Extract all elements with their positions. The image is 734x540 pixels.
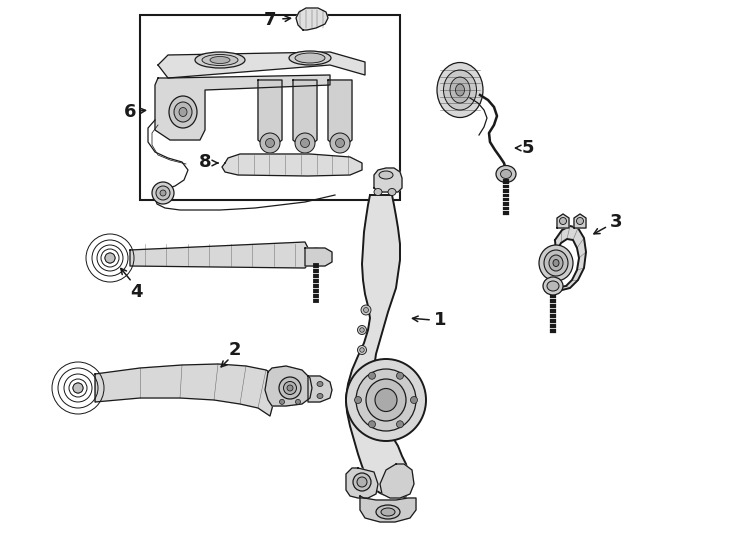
Polygon shape [346, 195, 408, 497]
Text: 5: 5 [522, 139, 534, 157]
Ellipse shape [330, 133, 350, 153]
Ellipse shape [346, 359, 426, 441]
Ellipse shape [152, 182, 174, 204]
Ellipse shape [360, 348, 364, 352]
Polygon shape [222, 154, 362, 176]
Ellipse shape [543, 277, 563, 295]
Ellipse shape [160, 190, 166, 196]
Polygon shape [155, 75, 330, 140]
Ellipse shape [300, 138, 310, 147]
Polygon shape [374, 168, 402, 192]
Polygon shape [258, 80, 282, 150]
Ellipse shape [317, 381, 323, 387]
Ellipse shape [296, 400, 300, 404]
Polygon shape [380, 464, 414, 498]
Ellipse shape [289, 51, 331, 65]
Ellipse shape [375, 388, 397, 411]
Ellipse shape [357, 346, 366, 354]
Ellipse shape [280, 400, 285, 404]
Ellipse shape [553, 260, 559, 267]
Ellipse shape [576, 218, 584, 225]
Polygon shape [95, 364, 280, 416]
Ellipse shape [368, 372, 376, 379]
Ellipse shape [287, 385, 293, 391]
Bar [140, 15, 400, 200]
Ellipse shape [456, 84, 465, 96]
Ellipse shape [437, 63, 483, 118]
Polygon shape [553, 226, 586, 290]
Ellipse shape [313, 254, 319, 260]
Polygon shape [158, 52, 365, 78]
Ellipse shape [357, 477, 367, 487]
Ellipse shape [169, 96, 197, 128]
Polygon shape [265, 366, 312, 406]
Polygon shape [328, 80, 352, 150]
Ellipse shape [381, 508, 395, 516]
Ellipse shape [368, 421, 376, 428]
Ellipse shape [317, 394, 323, 399]
Ellipse shape [174, 102, 192, 122]
Ellipse shape [374, 188, 382, 195]
Ellipse shape [195, 52, 245, 68]
Text: 2: 2 [229, 341, 241, 359]
Ellipse shape [356, 369, 416, 431]
Ellipse shape [105, 253, 115, 263]
Ellipse shape [396, 372, 404, 379]
Ellipse shape [260, 133, 280, 153]
Ellipse shape [544, 250, 568, 276]
Ellipse shape [202, 55, 238, 65]
Ellipse shape [353, 473, 371, 491]
Ellipse shape [559, 218, 567, 225]
Polygon shape [296, 8, 328, 30]
Ellipse shape [501, 170, 512, 179]
Ellipse shape [388, 188, 396, 195]
Ellipse shape [73, 383, 83, 393]
Polygon shape [557, 214, 569, 228]
Text: 1: 1 [434, 311, 446, 329]
Ellipse shape [295, 53, 325, 63]
Text: 3: 3 [610, 213, 622, 231]
Ellipse shape [549, 255, 563, 271]
Ellipse shape [360, 328, 364, 332]
Ellipse shape [443, 70, 476, 110]
Ellipse shape [179, 107, 187, 117]
Ellipse shape [156, 186, 170, 200]
Text: 4: 4 [130, 283, 142, 301]
Ellipse shape [266, 138, 275, 147]
Ellipse shape [396, 421, 404, 428]
Text: 8: 8 [199, 153, 211, 171]
Ellipse shape [335, 138, 344, 147]
Ellipse shape [547, 281, 559, 291]
Ellipse shape [496, 165, 516, 183]
Ellipse shape [355, 396, 362, 403]
Ellipse shape [539, 245, 573, 281]
Ellipse shape [363, 307, 368, 313]
Ellipse shape [283, 381, 297, 395]
Polygon shape [130, 242, 310, 268]
Polygon shape [346, 468, 378, 498]
Ellipse shape [295, 133, 315, 153]
Ellipse shape [310, 252, 321, 262]
Ellipse shape [379, 171, 393, 179]
Ellipse shape [210, 57, 230, 64]
Ellipse shape [361, 305, 371, 315]
Polygon shape [293, 80, 317, 150]
Ellipse shape [357, 326, 366, 334]
Ellipse shape [450, 77, 470, 103]
Polygon shape [308, 376, 332, 402]
Ellipse shape [410, 396, 418, 403]
Ellipse shape [307, 248, 325, 266]
Polygon shape [574, 214, 586, 228]
Polygon shape [305, 248, 332, 266]
Text: 7: 7 [264, 11, 276, 29]
Text: 6: 6 [124, 103, 137, 121]
Ellipse shape [376, 505, 400, 519]
Ellipse shape [366, 379, 406, 421]
Polygon shape [360, 496, 416, 522]
Ellipse shape [279, 377, 301, 399]
